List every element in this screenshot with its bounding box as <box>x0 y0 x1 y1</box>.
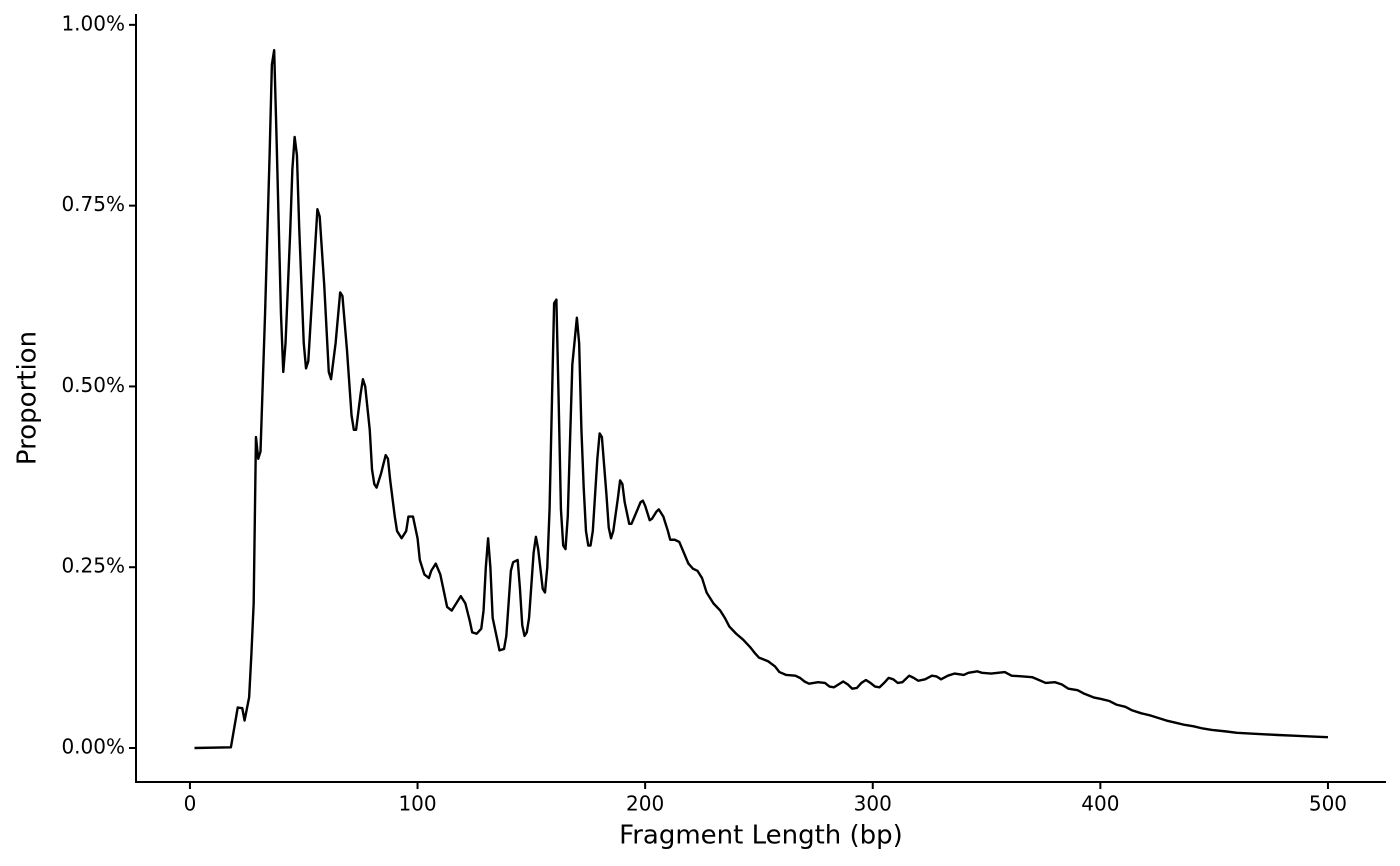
x-tick-label: 400 <box>1081 792 1119 816</box>
x-tick-label: 300 <box>854 792 892 816</box>
y-tick-label: 0.25% <box>61 554 125 578</box>
x-tick-label: 100 <box>398 792 436 816</box>
y-tick-label: 0.75% <box>61 192 125 216</box>
x-tick-label: 500 <box>1309 792 1347 816</box>
x-axis-title: Fragment Length (bp) <box>619 821 903 851</box>
y-tick-label: 0.50% <box>61 373 125 397</box>
y-tick-label: 1.00% <box>61 11 125 35</box>
y-axis-title: Proportion <box>13 331 43 465</box>
x-tick-label: 0 <box>184 792 197 816</box>
x-tick-label: 200 <box>626 792 664 816</box>
y-tick-label: 0.00% <box>61 735 125 759</box>
data-line <box>194 48 1329 750</box>
